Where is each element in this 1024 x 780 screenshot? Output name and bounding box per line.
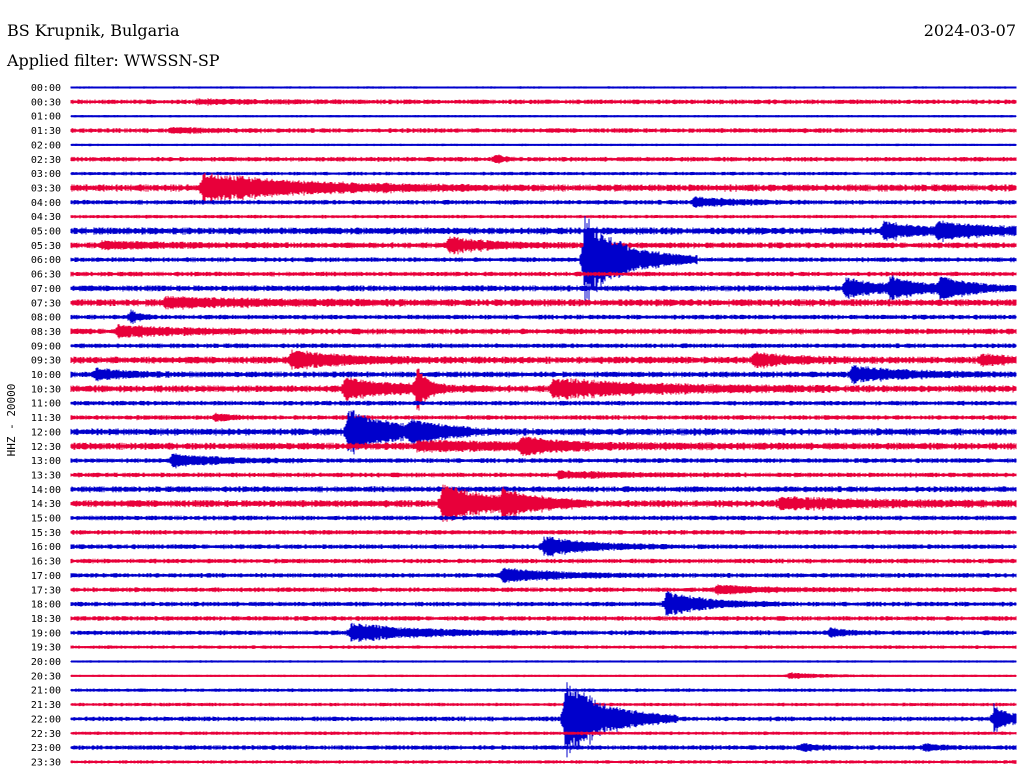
row-time-label: 17:30 (31, 585, 61, 596)
date-label: 2024-03-07 (924, 21, 1016, 40)
row-time-label: 14:30 (31, 499, 61, 510)
row-time-label: 15:30 (31, 528, 61, 539)
row-time-label: 11:00 (31, 399, 61, 410)
row-time-label: 23:30 (31, 757, 61, 768)
row-time-label: 08:00 (31, 313, 61, 324)
row-time-label: 13:00 (31, 456, 61, 467)
row-time-label: 12:00 (31, 427, 61, 438)
row-time-label: 07:30 (31, 298, 61, 309)
row-time-label: 22:30 (31, 729, 61, 740)
row-time-label: 10:30 (31, 384, 61, 395)
row-time-label: 01:30 (31, 126, 61, 137)
row-time-label: 13:30 (31, 470, 61, 481)
row-time-label: 00:00 (31, 83, 61, 94)
row-time-label: 06:30 (31, 270, 61, 281)
row-time-label: 16:30 (31, 557, 61, 568)
row-time-label: 09:00 (31, 341, 61, 352)
row-time-label: 11:30 (31, 413, 61, 424)
row-time-label: 08:30 (31, 327, 61, 338)
row-time-label: 00:30 (31, 97, 61, 108)
row-time-label: 21:00 (31, 686, 61, 697)
row-time-label: 05:30 (31, 241, 61, 252)
row-time-label: 15:00 (31, 514, 61, 525)
row-time-label: 03:00 (31, 169, 61, 180)
row-time-label: 20:00 (31, 657, 61, 668)
station-title: BS Krupnik, Bulgaria (7, 21, 180, 40)
row-time-label: 21:30 (31, 700, 61, 711)
row-time-label: 19:30 (31, 643, 61, 654)
row-time-label: 02:00 (31, 140, 61, 151)
row-time-label: 23:00 (31, 743, 61, 754)
row-time-label: 01:00 (31, 112, 61, 123)
channel-axis-label: HHZ - 20000 (5, 384, 18, 457)
row-time-label: 18:00 (31, 600, 61, 611)
row-time-label: 05:00 (31, 227, 61, 238)
row-time-label: 17:00 (31, 571, 61, 582)
row-time-label: 14:00 (31, 485, 61, 496)
row-time-label: 09:30 (31, 356, 61, 367)
row-time-label: 07:00 (31, 284, 61, 295)
row-time-label: 10:00 (31, 370, 61, 381)
row-time-label: 12:30 (31, 442, 61, 453)
row-time-label: 06:00 (31, 255, 61, 266)
row-time-label: 19:00 (31, 628, 61, 639)
row-time-label: 04:30 (31, 212, 61, 223)
row-time-label: 16:00 (31, 542, 61, 553)
seismic-traces (70, 86, 1017, 764)
row-time-label: 22:00 (31, 714, 61, 725)
row-tick-labels: 00:00 00:30 01:00 01:30 02:00 02:30 03:00 03:30… (31, 83, 61, 768)
filter-label: Applied filter: WWSSN-SP (6, 51, 220, 70)
row-time-label: 20:30 (31, 671, 61, 682)
row-time-label: 18:30 (31, 614, 61, 625)
row-time-label: 02:30 (31, 155, 61, 166)
row-time-label: 04:00 (31, 198, 61, 209)
row-time-label: 03:30 (31, 183, 61, 194)
